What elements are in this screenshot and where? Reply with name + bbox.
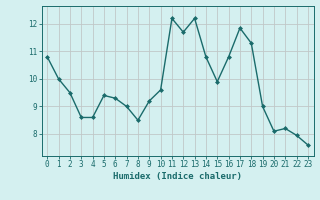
X-axis label: Humidex (Indice chaleur): Humidex (Indice chaleur) [113, 172, 242, 181]
